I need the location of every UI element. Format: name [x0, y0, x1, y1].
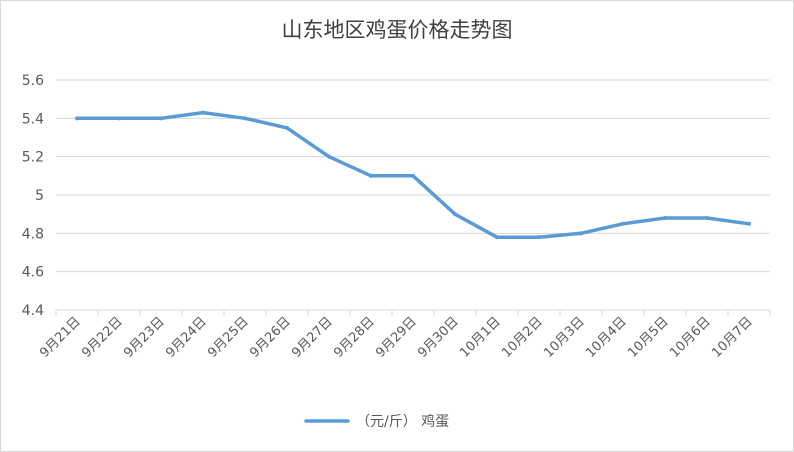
- x-tick-label: 9月21日: [37, 314, 84, 361]
- data-point: [201, 110, 205, 115]
- gridlines: [56, 79, 770, 311]
- x-tick-label: 9月27日: [289, 314, 336, 361]
- data-point: [453, 212, 457, 217]
- data-point: [579, 231, 583, 236]
- y-tick-label: 4.8: [22, 226, 44, 242]
- x-tick-label: 10月1日: [457, 314, 504, 361]
- data-point: [243, 116, 247, 121]
- data-point: [327, 154, 331, 159]
- y-axis-ticks: 4.4 4.6 4.8 5 5.2 5.4 5.6: [22, 73, 44, 319]
- x-tick-label: 9月26日: [247, 314, 294, 361]
- x-tick-label: 9月24日: [163, 314, 210, 361]
- x-tick-label: 10月7日: [709, 314, 756, 361]
- y-tick-label: 5.2: [22, 150, 44, 166]
- data-point: [369, 173, 373, 178]
- x-tick-label: 9月23日: [121, 314, 168, 361]
- data-point: [621, 221, 625, 226]
- data-point: [495, 235, 499, 240]
- y-tick-label: 5: [35, 188, 44, 204]
- x-tick-label: 10月2日: [499, 314, 546, 361]
- x-tick-label: 10月6日: [667, 314, 714, 361]
- legend-label: （元/斤） 鸡蛋: [356, 413, 449, 430]
- x-axis-ticks: 9月21日9月22日9月23日9月24日9月25日9月26日9月27日9月28日…: [37, 310, 771, 361]
- x-tick-label: 9月28日: [331, 314, 378, 361]
- data-point: [411, 173, 415, 178]
- data-point: [705, 216, 709, 220]
- x-tick-label: 10月3日: [541, 314, 588, 361]
- data-point: [537, 235, 541, 240]
- y-tick-label: 5.4: [22, 111, 44, 127]
- x-tick-label: 9月29日: [373, 314, 420, 361]
- data-point: [75, 116, 79, 121]
- x-tick-label: 10月4日: [583, 314, 630, 361]
- legend: （元/斤） 鸡蛋: [304, 413, 449, 430]
- data-point: [285, 125, 289, 130]
- y-tick-label: 4.4: [22, 303, 44, 319]
- x-tick-label: 9月25日: [205, 314, 252, 361]
- x-tick-label: 10月5日: [625, 314, 672, 361]
- y-tick-label: 4.6: [22, 265, 44, 281]
- data-point: [117, 116, 121, 121]
- data-point: [663, 216, 667, 220]
- data-point: [159, 116, 163, 121]
- series-lines: [75, 110, 751, 240]
- data-point: [747, 221, 751, 226]
- y-tick-label: 5.6: [22, 73, 44, 89]
- chart-title: 山东地区鸡蛋价格走势图: [281, 18, 513, 42]
- x-tick-label: 9月30日: [415, 314, 462, 361]
- x-tick-label: 9月22日: [79, 314, 126, 361]
